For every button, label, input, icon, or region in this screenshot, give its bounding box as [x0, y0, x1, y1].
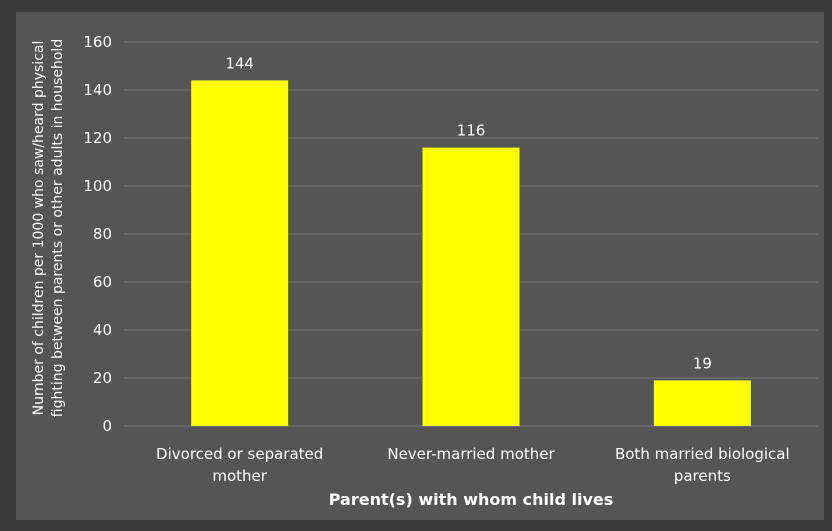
- y-tick-label: 0: [102, 417, 112, 435]
- bar: [191, 80, 289, 427]
- y-tick-label: 20: [93, 369, 112, 387]
- bars: [191, 80, 751, 427]
- x-axis-categories: Divorced or separated mother Never-married…: [156, 445, 790, 485]
- x-axis-title: Parent(s) with whom child lives: [329, 490, 614, 509]
- data-labels: 144 116 19: [225, 54, 712, 372]
- bar: [422, 147, 520, 426]
- y-tick-label: 120: [83, 129, 112, 147]
- y-axis-title: Number of children per 1000 who saw/hear…: [31, 39, 66, 417]
- x-category-label: Both married biological: [615, 445, 790, 463]
- y-tick-label: 80: [93, 225, 112, 243]
- x-category-label: Never-married mother: [387, 445, 555, 463]
- y-axis-ticks: 0 20 40 60 80 100 120 140 160: [83, 33, 112, 435]
- data-label: 144: [225, 54, 254, 72]
- chart-panel: [16, 12, 824, 520]
- data-label: 116: [457, 122, 486, 140]
- y-tick-label: 160: [83, 33, 112, 51]
- y-tick-label: 140: [83, 81, 112, 99]
- data-label: 19: [693, 354, 712, 372]
- x-category-label: mother: [212, 467, 267, 485]
- y-tick-label: 60: [93, 273, 112, 291]
- bar: [653, 380, 751, 426]
- y-tick-label: 40: [93, 321, 112, 339]
- y-axis-title-line: fighting between parents or other adults…: [50, 39, 66, 417]
- x-category-label: parents: [674, 467, 731, 485]
- y-axis-title-line: Number of children per 1000 who saw/hear…: [31, 41, 47, 416]
- y-tick-label: 100: [83, 177, 112, 195]
- x-category-label: Divorced or separated: [156, 445, 323, 463]
